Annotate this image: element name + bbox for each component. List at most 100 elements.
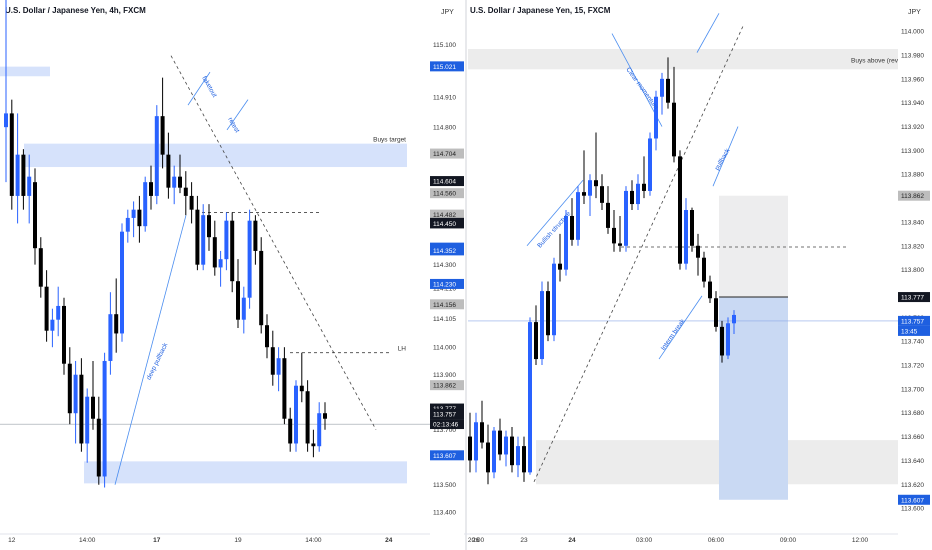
candle-body bbox=[212, 237, 217, 268]
candle-body bbox=[558, 263, 562, 270]
candle-body bbox=[230, 220, 235, 282]
y-tick-label: 113.720 bbox=[901, 363, 924, 370]
y-tick-label: 113.920 bbox=[901, 124, 924, 131]
candle-body bbox=[600, 186, 604, 203]
candle-body bbox=[207, 215, 211, 238]
candle-body bbox=[56, 305, 61, 320]
countdown-box bbox=[430, 419, 464, 430]
price-label-box bbox=[430, 278, 464, 289]
candle-body bbox=[172, 176, 177, 188]
candle-body bbox=[654, 96, 658, 139]
right-panel-15m[interactable]: U.S. Dollar / Japanese Yen, 15, FXCM JPY… bbox=[464, 6, 930, 544]
left-panel-4h[interactable]: U.S. Dollar / Japanese Yen, 4h, FXCM JPY… bbox=[0, 0, 480, 544]
candle-body bbox=[218, 259, 223, 268]
candle-body bbox=[311, 443, 316, 447]
candle-body bbox=[154, 116, 159, 196]
fakeout-arrow bbox=[187, 71, 211, 106]
candle-body bbox=[67, 363, 72, 414]
price-label: 113.862 bbox=[901, 193, 924, 200]
y-tick-label: 114.910 bbox=[433, 94, 456, 101]
price-label: 114.230 bbox=[433, 281, 456, 288]
price-label-box bbox=[430, 409, 464, 420]
candle-body bbox=[666, 78, 670, 103]
candle-body bbox=[102, 360, 107, 477]
x-tick-label: 17 bbox=[153, 537, 161, 544]
pullback-arrow bbox=[712, 126, 739, 187]
interm-break-arrow bbox=[658, 295, 703, 360]
candle-body bbox=[299, 385, 304, 392]
price-label-box bbox=[430, 299, 464, 310]
annotation-lh: LH bbox=[398, 346, 407, 353]
candle-body bbox=[588, 180, 592, 196]
x-tick-label: 12 bbox=[8, 537, 16, 544]
price-label-box bbox=[430, 403, 464, 414]
price-label-box bbox=[898, 494, 930, 505]
candle-body bbox=[120, 231, 124, 334]
candle-body bbox=[552, 263, 556, 336]
candle-body bbox=[492, 430, 496, 473]
candle-body bbox=[294, 385, 298, 444]
candle-body bbox=[270, 347, 275, 375]
candle-body bbox=[726, 323, 730, 356]
y-tick-label: 113.600 bbox=[901, 506, 924, 513]
annotation-buys-target: Buys target bbox=[373, 137, 406, 144]
y-tick-label: 113.660 bbox=[901, 434, 924, 441]
candle-body bbox=[546, 291, 550, 336]
supply-zone-left bbox=[0, 66, 50, 77]
y-tick-label: 113.820 bbox=[901, 243, 924, 250]
candle-body bbox=[195, 209, 200, 265]
x-tick-label: 14:00 bbox=[79, 537, 96, 544]
candle-body bbox=[648, 138, 652, 191]
price-label: 113.757 bbox=[433, 412, 456, 419]
countdown-label: 13:45 bbox=[901, 328, 918, 335]
annotation-buys-above-rev: Buys above (rev bbox=[851, 58, 899, 65]
candle-body bbox=[189, 195, 194, 210]
y-tick-label: 113.980 bbox=[901, 53, 924, 60]
candle-body bbox=[44, 286, 49, 331]
price-label-box bbox=[898, 292, 930, 303]
y-tick-label: 113.680 bbox=[901, 410, 924, 417]
candle-body bbox=[288, 418, 293, 444]
x-tick-label: 26 bbox=[472, 537, 480, 544]
candle-body bbox=[474, 422, 478, 461]
position-stop-zone bbox=[719, 195, 788, 298]
candle-body bbox=[582, 192, 586, 196]
candle-body bbox=[96, 418, 101, 477]
candle-body bbox=[570, 215, 574, 240]
candle-body bbox=[33, 182, 37, 249]
candle-body bbox=[259, 250, 264, 326]
candle-body bbox=[714, 298, 718, 327]
y-tick-label: 113.640 bbox=[901, 458, 924, 465]
demand-zone bbox=[84, 461, 407, 484]
candle-body bbox=[594, 180, 598, 187]
price-label-box bbox=[430, 245, 464, 256]
price-label: 114.450 bbox=[433, 221, 456, 228]
y-tick-label: 114.800 bbox=[433, 125, 456, 132]
y-tick-label: 113.740 bbox=[901, 339, 924, 346]
x-tick-label: 12:00 bbox=[852, 537, 869, 544]
y-tick-label: 113.620 bbox=[901, 482, 924, 489]
candle-body bbox=[612, 227, 616, 244]
price-label: 114.704 bbox=[433, 151, 456, 158]
candle-body bbox=[253, 220, 258, 251]
candle-body bbox=[690, 210, 694, 246]
candle-body bbox=[534, 322, 538, 360]
price-label: 114.604 bbox=[433, 179, 456, 186]
x-tick-label: 06:00 bbox=[708, 537, 725, 544]
downtrend-line bbox=[170, 55, 377, 430]
price-label-box bbox=[430, 148, 464, 159]
x-tick-label: 09:00 bbox=[780, 537, 797, 544]
candle-body bbox=[624, 190, 628, 246]
candle-body bbox=[143, 182, 148, 227]
demand-zone-15m bbox=[536, 440, 898, 485]
candle-body bbox=[282, 358, 287, 419]
x-tick-label: 19 bbox=[234, 537, 242, 544]
candle-body bbox=[642, 183, 646, 191]
candle-body bbox=[522, 446, 526, 473]
y-tick-label: 114.300 bbox=[433, 262, 456, 269]
candle-body bbox=[50, 319, 55, 331]
deep-pullback-arrow bbox=[114, 215, 187, 485]
candle-body bbox=[606, 202, 610, 228]
candle-body bbox=[166, 154, 171, 188]
